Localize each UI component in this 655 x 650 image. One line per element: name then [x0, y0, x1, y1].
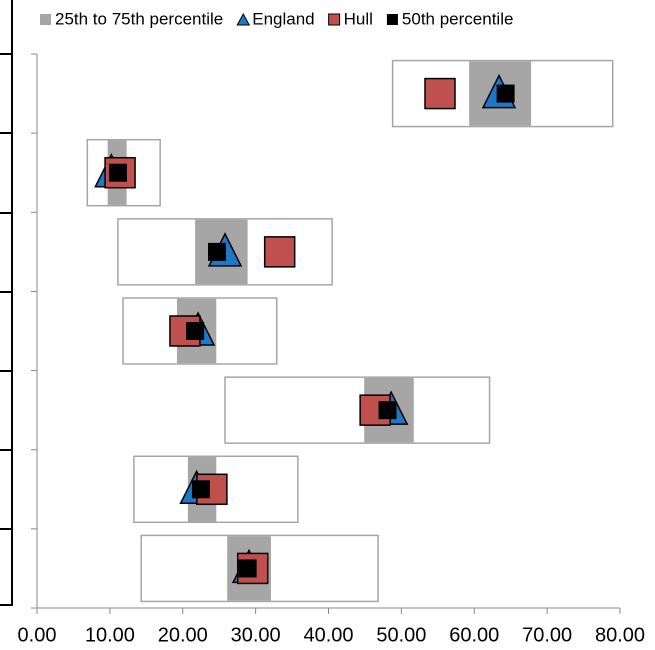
legend-label: 25th to 75th percentile [55, 9, 223, 28]
x-tick-label: 10.00 [85, 624, 135, 646]
median-marker [108, 163, 127, 182]
x-tick-label: 30.00 [231, 624, 281, 646]
legend-label: 50th percentile [402, 9, 514, 28]
legend-label: Hull [344, 9, 373, 28]
median-marker [378, 401, 397, 420]
x-tick-label: 20.00 [158, 624, 208, 646]
legend-swatch [236, 12, 251, 26]
legend-swatch [40, 14, 51, 25]
median-marker [238, 559, 257, 578]
x-tick-label: 50.00 [376, 624, 426, 646]
legend-swatch [328, 13, 341, 26]
x-tick-label: 80.00 [595, 624, 645, 646]
median-marker [186, 322, 205, 340]
hull-marker [424, 77, 456, 110]
x-tick-label: 40.00 [303, 624, 353, 646]
hull-marker [263, 236, 296, 268]
range-box [224, 376, 491, 444]
legend-label: England [252, 9, 314, 28]
left-panel-edge [0, 0, 13, 606]
legend-swatch [386, 14, 398, 25]
median-marker [496, 84, 515, 103]
median-marker [208, 242, 227, 261]
x-tick-label: 0.00 [18, 624, 57, 646]
x-tick-label: 70.00 [522, 624, 572, 646]
median-marker [191, 480, 210, 499]
x-tick-label: 60.00 [449, 624, 499, 646]
